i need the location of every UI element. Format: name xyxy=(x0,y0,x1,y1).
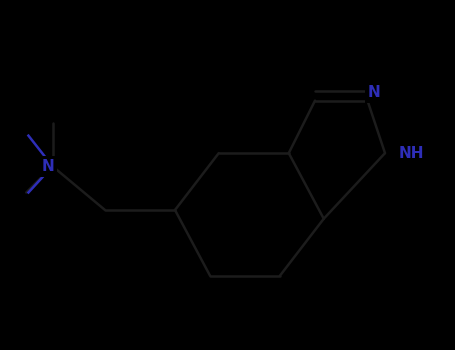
Text: NH: NH xyxy=(398,146,424,161)
Text: N: N xyxy=(42,159,55,174)
Text: N: N xyxy=(368,85,380,100)
